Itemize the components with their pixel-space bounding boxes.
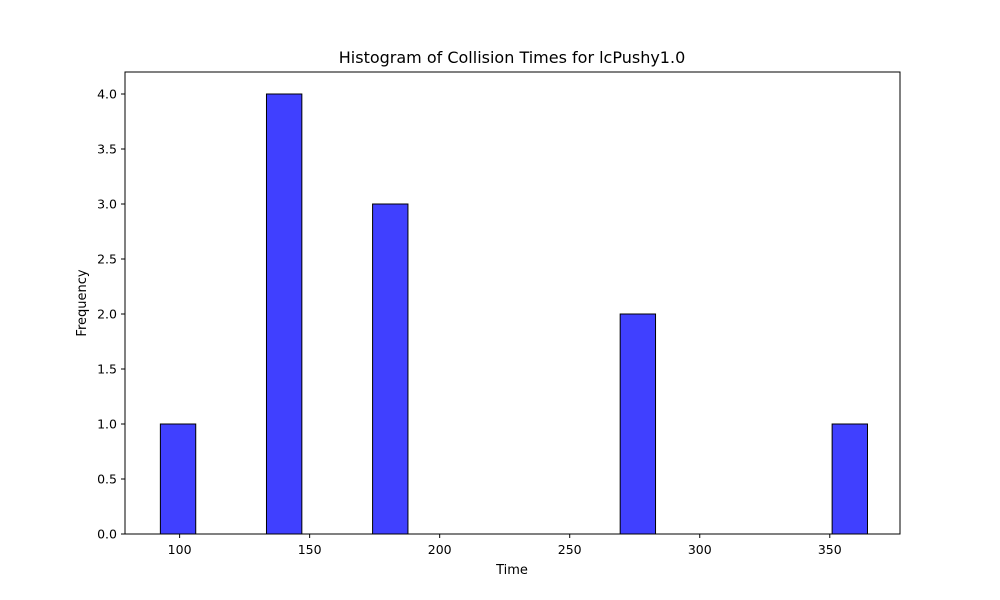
chart-title: Histogram of Collision Times for lcPushy… bbox=[339, 48, 686, 67]
bars-group bbox=[159, 93, 868, 535]
y-axis-ticks: 0.0 0.5 1.0 1.5 2.0 2.5 3.0 3.5 4.0 bbox=[97, 87, 125, 542]
y-tick-label: 0.0 bbox=[97, 527, 117, 542]
x-tick-label: 250 bbox=[558, 542, 582, 557]
y-tick-label: 3.0 bbox=[97, 197, 117, 212]
histogram-bar-4 bbox=[619, 313, 657, 535]
histogram-bar-2 bbox=[265, 93, 303, 535]
histogram-bar-1 bbox=[159, 423, 197, 535]
x-axis-ticks: 100 150 200 250 300 350 bbox=[168, 534, 842, 557]
histogram-bar-5 bbox=[831, 423, 868, 535]
x-tick-label: 200 bbox=[428, 542, 452, 557]
x-tick-label: 100 bbox=[168, 542, 192, 557]
y-tick-label: 2.5 bbox=[97, 252, 117, 267]
y-tick-label: 3.5 bbox=[97, 142, 117, 157]
x-tick-label: 300 bbox=[688, 542, 712, 557]
y-axis-label: Frequency bbox=[75, 269, 90, 336]
y-tick-label: 4.0 bbox=[97, 87, 117, 102]
y-tick-label: 1.5 bbox=[97, 362, 117, 377]
histogram-bar-3 bbox=[372, 203, 409, 535]
x-tick-label: 350 bbox=[818, 542, 842, 557]
x-tick-label: 150 bbox=[298, 542, 322, 557]
y-tick-label: 0.5 bbox=[97, 472, 117, 487]
y-tick-label: 2.0 bbox=[97, 307, 117, 322]
y-tick-label: 1.0 bbox=[97, 417, 117, 432]
plot-frame bbox=[124, 71, 901, 535]
x-axis-label: Time bbox=[495, 563, 528, 578]
